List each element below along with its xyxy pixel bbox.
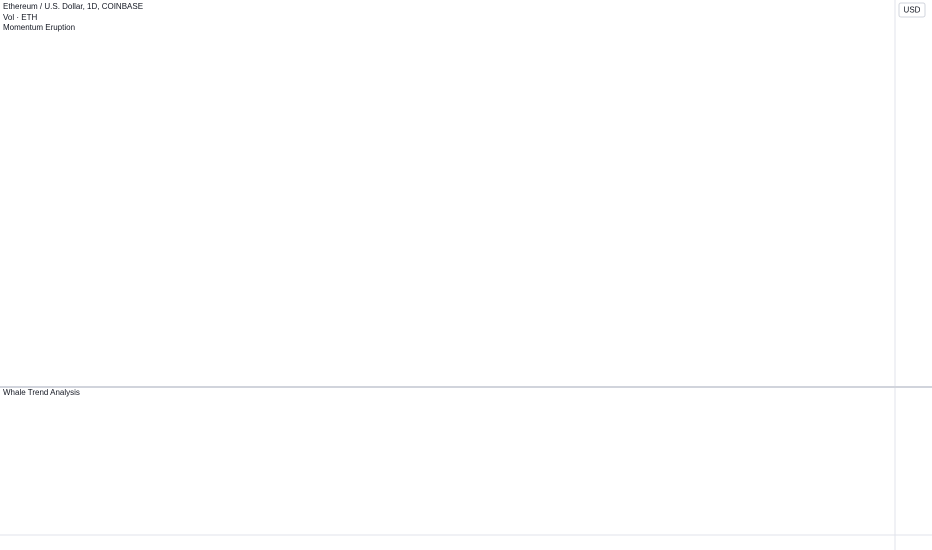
currency-box[interactable] <box>898 2 926 18</box>
chart-title: Ethereum / U.S. Dollar, 1D, COINBASE <box>3 2 143 11</box>
currency: USD <box>904 6 921 15</box>
indicator-title: Momentum Eruption <box>3 23 75 32</box>
whale-title: Whale Trend Analysis <box>3 388 80 397</box>
volume-title: Vol · ETH <box>3 13 37 22</box>
